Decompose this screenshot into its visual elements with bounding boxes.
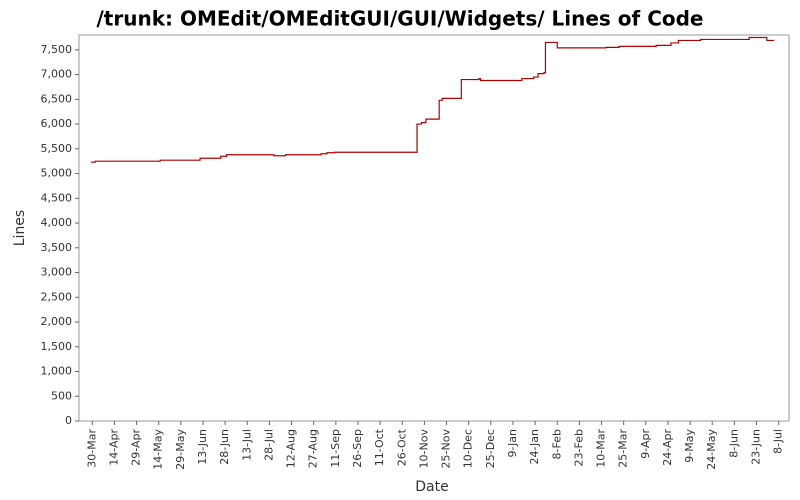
x-tick-label: 28-Jul: [262, 429, 275, 461]
y-tick-label: 7,000: [41, 68, 73, 81]
y-tick-label: 3,000: [41, 266, 73, 279]
x-tick-label: 23-Feb: [572, 429, 585, 466]
x-tick-label: 8-Jul: [772, 429, 785, 454]
y-tick-label: 3,500: [41, 241, 73, 254]
x-tick-label: 13-Jun: [196, 429, 209, 465]
x-tick-label: 10-Dec: [462, 429, 475, 468]
x-tick-label: 8-Feb: [550, 429, 563, 459]
x-tick-label: 25-Dec: [484, 429, 497, 468]
y-tick-label: 2,500: [41, 290, 73, 303]
chart-title: /trunk: OMEdit/OMEditGUI/GUI/Widgets/ Li…: [97, 7, 704, 31]
x-tick-label: 30-Mar: [85, 429, 98, 468]
x-axis-title: Date: [415, 479, 448, 495]
y-tick-label: 1,000: [41, 365, 73, 378]
y-tick-label: 4,000: [41, 216, 73, 229]
x-tick-label: 11-Oct: [373, 428, 386, 466]
y-tick-label: 5,500: [41, 142, 73, 155]
x-tick-label: 9-Apr: [639, 429, 652, 459]
x-tick-label: 24-May: [705, 429, 718, 470]
y-tick-label: 2,000: [41, 315, 73, 328]
x-tick-label: 23-Jun: [750, 429, 763, 465]
x-tick-label: 28-Jun: [218, 429, 231, 465]
x-tick-label: 14-Apr: [107, 429, 120, 466]
y-tick-label: 500: [51, 389, 72, 402]
x-tick-label: 12-Aug: [285, 429, 298, 468]
x-tick-label: 14-May: [152, 429, 165, 470]
x-tick-label: 29-May: [174, 429, 187, 470]
x-tick-label: 29-Apr: [130, 429, 143, 466]
y-tick-label: 6,500: [41, 92, 73, 105]
plot-area: [78, 34, 790, 422]
y-tick-label: 7,500: [41, 43, 73, 56]
data-line: [90, 36, 775, 163]
y-tick-label: 4,500: [41, 191, 73, 204]
x-tick-label: 25-Mar: [617, 429, 630, 468]
y-axis-title: Lines: [12, 210, 28, 246]
x-tick-label: 10-Mar: [595, 429, 608, 468]
x-tick-label: 26-Oct: [395, 428, 408, 466]
x-tick-label: 26-Sep: [351, 429, 364, 468]
x-tick-label: 9-Jan: [506, 429, 519, 458]
x-tick-label: 8-Jun: [727, 429, 740, 458]
x-tick-label: 9-May: [683, 429, 696, 463]
x-tick-label: 10-Nov: [417, 429, 430, 469]
y-tick-label: 0: [65, 414, 72, 427]
y-tick-label: 6,000: [41, 117, 73, 130]
x-tick-label: 27-Aug: [307, 429, 320, 468]
x-tick-label: 24-Jan: [528, 429, 541, 465]
x-tick-label: 25-Nov: [440, 429, 453, 469]
y-tick-label: 5,000: [41, 167, 73, 180]
x-tick-label: 11-Sep: [329, 429, 342, 468]
y-tick-label: 1,500: [41, 340, 73, 353]
x-tick-label: 13-Jul: [240, 429, 253, 461]
x-tick-label: 24-Apr: [661, 429, 674, 466]
